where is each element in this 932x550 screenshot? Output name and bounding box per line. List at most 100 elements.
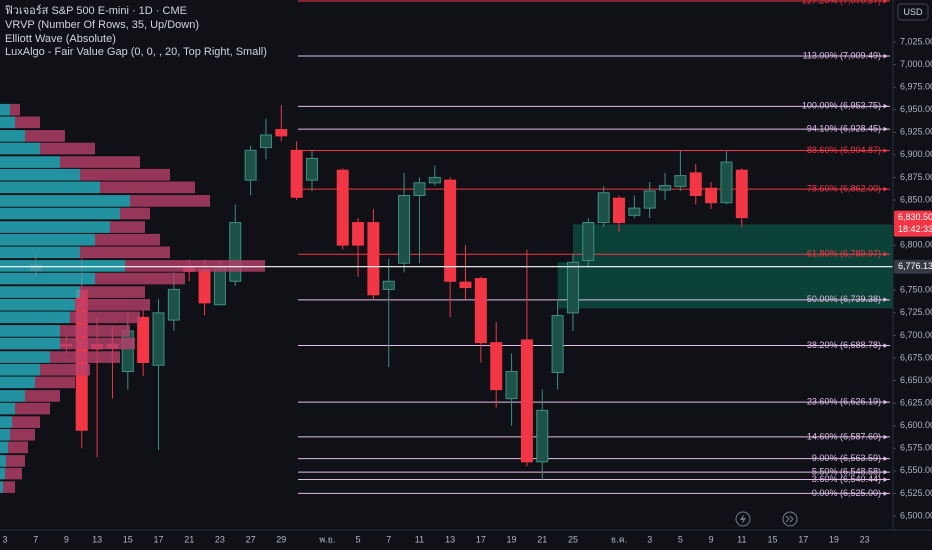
profile-up — [0, 195, 130, 207]
profile-up — [0, 168, 80, 181]
candle-body — [474, 278, 487, 344]
x-tick-label: 11 — [737, 534, 746, 544]
profile-down — [130, 195, 210, 207]
profile-up — [0, 467, 5, 480]
candle-body — [275, 129, 288, 137]
profile-up — [0, 441, 8, 454]
y-tick-label: 6,850.00 — [900, 194, 932, 204]
profile-down — [25, 130, 65, 142]
profile-down — [40, 142, 95, 155]
profile-down — [120, 207, 150, 220]
y-tick-label: 6,800.00 — [900, 240, 932, 250]
candle-body — [413, 182, 426, 196]
x-tick-label: พ.ย. — [319, 534, 335, 544]
icon-circle[interactable] — [735, 511, 751, 527]
y-tick-label: 6,575.00 — [900, 443, 932, 453]
x-tick-label: 29 — [276, 534, 286, 544]
profile-up — [0, 337, 60, 350]
y-tick-label: 6,725.00 — [900, 307, 932, 317]
profile-down — [60, 156, 140, 168]
indicator-label: LuxAlgo - Fair Value Gap (0, 0, , 20, To… — [5, 46, 267, 58]
y-tick-label: 6,975.00 — [900, 82, 932, 92]
x-tick-label: 9 — [64, 534, 69, 544]
candle-body — [290, 149, 303, 198]
x-tick-label: 21 — [537, 534, 547, 544]
x-tick-label: ธ.ค. — [611, 534, 628, 544]
x-tick-label: 23 — [860, 534, 870, 544]
x-tick-label: 3 — [2, 534, 7, 544]
x-tick-label: 19 — [829, 534, 839, 544]
candle-body — [213, 266, 226, 306]
candle-body — [505, 371, 518, 400]
plot-front — [0, 103, 893, 493]
icon-bolt[interactable] — [740, 514, 746, 524]
profile-down — [5, 467, 22, 480]
plot-back: 127.20% (7,070.37) ▸ 113.00% (7,009.49) ▸… — [298, 0, 893, 498]
fib-label: 78.60% (6,862.00) ▸ — [807, 184, 889, 194]
fib-label: 61.80% (6,789.97) ▸ — [807, 249, 889, 259]
profile-down — [80, 246, 170, 259]
candle-body — [382, 280, 395, 290]
profile-down — [15, 402, 50, 415]
fib-label: 14.60% (6,587.60) ▸ — [807, 431, 889, 441]
icon-circle[interactable] — [782, 511, 798, 527]
profile-down — [25, 390, 60, 402]
y-tick-label: 6,600.00 — [900, 420, 932, 430]
candle-body — [613, 197, 625, 224]
profile-down — [125, 260, 265, 272]
x-tick-label: 11 — [415, 534, 424, 544]
candle-body — [459, 281, 472, 289]
candle-body — [198, 269, 211, 304]
profile-up — [0, 325, 60, 337]
profile-up — [0, 142, 40, 155]
x-tick-label: 21 — [184, 534, 194, 544]
y-tick-label: 7,025.00 — [900, 36, 932, 46]
y-tick-label: 6,875.00 — [900, 172, 932, 182]
candle-body — [367, 222, 380, 296]
profile-up — [0, 207, 120, 220]
profile-up — [0, 428, 10, 441]
profile-up — [0, 272, 95, 285]
fib-label: 127.20% (7,070.37) ▸ — [802, 0, 889, 5]
candle-body — [520, 339, 533, 463]
profile-up — [0, 416, 12, 428]
candle-body — [352, 222, 365, 246]
x-tick-label: 17 — [153, 534, 163, 544]
fib-label: 100.00% (6,953.75) ▸ — [802, 101, 889, 111]
candle-body — [735, 169, 748, 219]
currency-button[interactable] — [897, 3, 929, 21]
profile-up — [0, 130, 25, 142]
candle-body — [137, 316, 150, 364]
y-tick-label: 6,500.00 — [900, 510, 932, 520]
candle-body — [444, 179, 457, 282]
profile-up — [0, 116, 15, 129]
candle-body — [152, 312, 165, 366]
candle-body — [689, 172, 702, 196]
y-tick-label: 6,550.00 — [900, 465, 932, 475]
x-tick-label: 15 — [123, 534, 133, 544]
y-tick-label: 7,000.00 — [900, 59, 932, 69]
event-icon[interactable] — [735, 511, 751, 527]
icon-arrows[interactable] — [785, 515, 794, 523]
event-icon[interactable] — [782, 511, 798, 527]
profile-up — [0, 376, 35, 389]
candle-body — [398, 194, 411, 264]
fib-label: 3.60% (6,540.44) ▸ — [812, 474, 889, 484]
countdown-label: 18:42:33 — [898, 224, 932, 234]
x-tick-label: 23 — [215, 534, 225, 544]
profile-up — [0, 402, 15, 415]
reference-price-box — [894, 259, 932, 274]
last-price-box — [894, 210, 932, 237]
candle-body — [336, 169, 349, 246]
x-tick-label: 5 — [678, 534, 683, 544]
profile-down — [40, 363, 90, 376]
profile-up — [0, 455, 6, 467]
profile-up — [0, 390, 25, 402]
indicator-label: VRVP (Number Of Rows, 35, Up/Down) — [5, 19, 199, 31]
fib-label: 5.50% (6,548.58) ▸ — [812, 467, 889, 477]
currency-label[interactable]: USD — [903, 7, 923, 17]
fib-label: 23.60% (6,626.19) ▸ — [807, 396, 889, 406]
axes: 7,025.00 7,000.00 6,975.00 6,950.00 6,925.00… — [2, 36, 932, 544]
profile-down — [100, 181, 195, 194]
reference-price-label: 6,776.13 — [898, 261, 932, 271]
